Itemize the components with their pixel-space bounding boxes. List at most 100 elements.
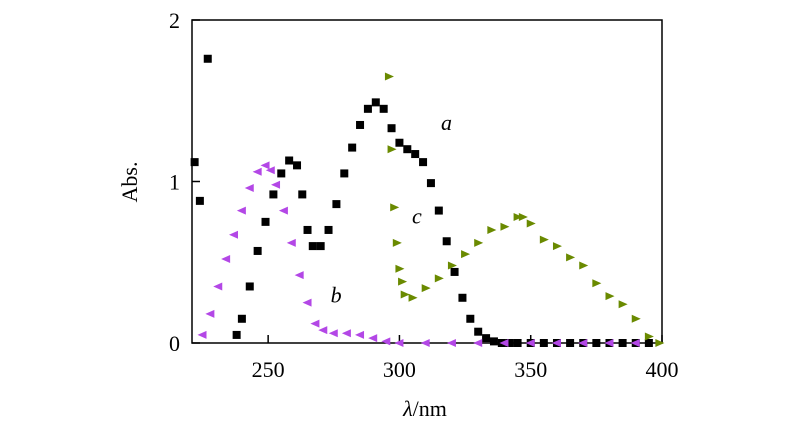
series-a-point <box>434 206 443 215</box>
series-b-point <box>278 206 288 215</box>
series-b-point <box>244 183 254 192</box>
series-c-point <box>461 250 471 259</box>
series-b-point <box>630 339 640 347</box>
series-a-point <box>348 143 357 152</box>
series-a-point <box>592 339 601 347</box>
series-b-point <box>368 334 378 343</box>
series-c-point <box>631 314 641 323</box>
y-tick-label: 2 <box>169 8 180 33</box>
y-axis-title: Abs. <box>117 162 142 203</box>
series-a-point <box>458 293 467 302</box>
series-b <box>197 161 640 347</box>
series-a-point <box>379 104 388 113</box>
series-b-point <box>252 167 262 176</box>
series-a-point <box>403 145 412 154</box>
x-tick-label: 250 <box>252 357 285 382</box>
series-c-point <box>408 293 418 302</box>
series-b-point <box>229 230 239 239</box>
series-c-point <box>395 264 405 273</box>
series-a-point <box>253 246 262 255</box>
series-a-point <box>332 200 341 209</box>
series-c-point <box>487 225 497 234</box>
series-a-point <box>316 242 325 251</box>
series-b-point <box>381 337 391 346</box>
series-a-point <box>237 314 246 323</box>
series-b-point <box>213 282 223 291</box>
series-a-point <box>489 337 498 346</box>
series-c-point <box>579 261 589 270</box>
series-c-point <box>518 213 528 222</box>
series-a-point <box>285 156 294 165</box>
series-a-point <box>190 158 199 167</box>
series-a-point <box>277 169 286 178</box>
series-b-point <box>294 271 304 280</box>
series-b-point <box>604 339 614 347</box>
series-c <box>384 72 665 347</box>
series-c-point <box>421 284 431 293</box>
y-tick-label: 0 <box>169 331 180 356</box>
series-a-point <box>442 237 451 246</box>
series-a-point <box>411 150 420 159</box>
series-b-point <box>302 298 312 307</box>
series-b-point <box>310 319 320 328</box>
series-a-point <box>419 158 428 167</box>
series-a-point <box>644 339 653 347</box>
series-a-point <box>395 138 404 147</box>
x-tick-label: 400 <box>646 357 679 382</box>
series-b-point <box>236 206 246 215</box>
series-a-point <box>340 169 349 178</box>
series-a-point <box>245 282 254 291</box>
series-a-point <box>324 225 333 234</box>
series-c-point <box>539 235 549 244</box>
series-c-point <box>384 72 394 81</box>
series-b-point <box>341 329 351 338</box>
series-c-point <box>618 300 628 309</box>
series-a-point <box>298 190 307 199</box>
series-a-point <box>450 267 459 276</box>
series-a-point <box>513 339 522 347</box>
series-a-point <box>566 339 575 347</box>
x-axis-unit: /nm <box>413 396 447 421</box>
series-a-point <box>303 225 312 234</box>
x-axis-title: λ/nm <box>402 396 447 421</box>
series-b-point <box>221 255 231 264</box>
series-a-point <box>261 217 270 226</box>
series-c-point <box>392 238 402 247</box>
series-b-point <box>260 161 270 170</box>
series-a-point <box>269 190 278 199</box>
x-tick-label: 350 <box>514 357 547 382</box>
series-a-point <box>308 242 317 251</box>
series-c-point <box>526 219 536 228</box>
series-b-point <box>328 329 338 338</box>
x-axis-symbol: λ <box>402 396 413 421</box>
series-b-point <box>271 180 281 189</box>
series-a-point <box>482 334 491 343</box>
series-a-point <box>505 339 514 347</box>
series-b-point <box>318 326 328 335</box>
series-b-point <box>499 339 509 347</box>
series-b-point <box>578 339 588 347</box>
series-c-point <box>566 253 576 262</box>
series-b-point <box>355 330 365 339</box>
series-b-point <box>265 166 275 175</box>
series-b-point <box>420 339 430 347</box>
series-a-point <box>474 327 483 336</box>
x-axis-ticks: 250 300 350 400 <box>252 335 679 382</box>
series-b-point <box>394 339 404 347</box>
series-c-point <box>474 238 484 247</box>
series-c-point <box>400 290 410 299</box>
series-b-point <box>205 309 215 318</box>
series-c-point <box>513 213 523 222</box>
series-b-point <box>525 339 535 347</box>
series-b-point <box>286 238 296 247</box>
series-c-point <box>552 242 562 251</box>
series-b-point <box>551 339 561 347</box>
series-c-point <box>398 277 408 286</box>
series-c-point <box>592 279 602 288</box>
series-a-point <box>203 54 212 63</box>
series-a-point <box>371 98 380 107</box>
series-c-point <box>605 292 615 301</box>
series-a-point <box>466 314 475 323</box>
series-layer <box>190 54 665 347</box>
